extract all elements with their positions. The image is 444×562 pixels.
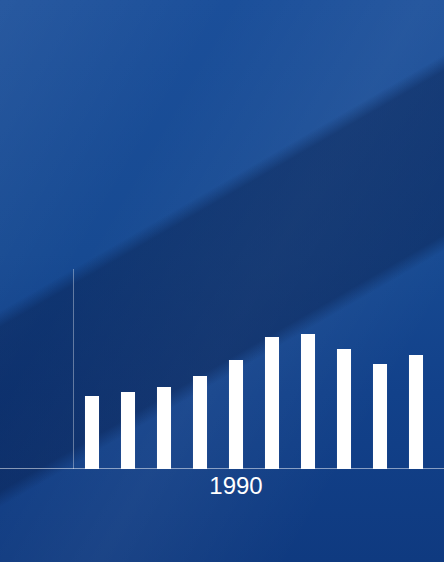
- svg-text:1990: 1990: [209, 472, 262, 499]
